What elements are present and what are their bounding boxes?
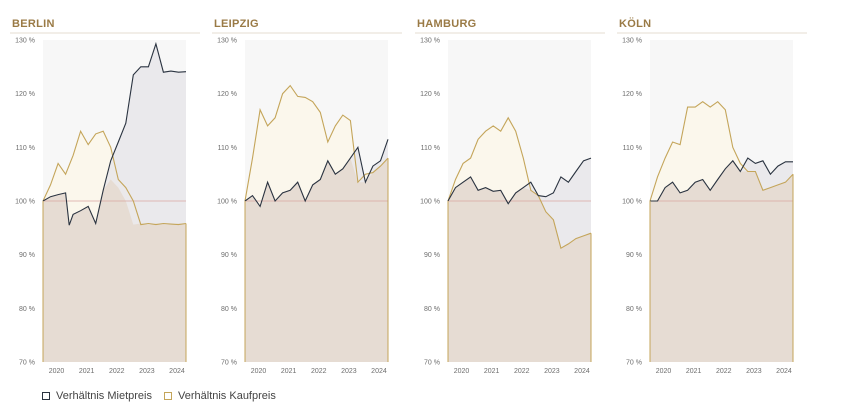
panel-title: HAMBURG xyxy=(417,18,477,30)
buy-line xyxy=(42,129,187,226)
rent-line xyxy=(244,139,389,208)
y-tick-label: 110 % xyxy=(218,145,237,152)
y-tick-label: 90 % xyxy=(424,252,440,259)
y-tick-label: 100 % xyxy=(15,199,35,206)
legend-swatch-buy xyxy=(164,392,172,400)
y-tick-label: 120 % xyxy=(217,91,237,98)
y-tick-label: 110 % xyxy=(421,145,440,152)
overlap-area xyxy=(448,176,591,362)
x-tick-label: 2022 xyxy=(109,368,125,375)
overlap-area xyxy=(650,160,793,362)
x-tick-label: 2020 xyxy=(454,368,470,375)
legend: Verhältnis Mietpreis Verhältnis Kaufprei… xyxy=(42,390,276,402)
legend-label-rent: Verhältnis Mietpreis xyxy=(56,390,152,402)
x-tick-label: 2022 xyxy=(514,368,530,375)
rent-line xyxy=(650,157,793,202)
y-tick-label: 130 % xyxy=(420,38,440,45)
panel-title: BERLIN xyxy=(12,18,55,30)
y-tick-label: 110 % xyxy=(16,145,35,152)
rent-line xyxy=(42,41,187,226)
y-tick-label: 90 % xyxy=(19,252,35,259)
legend-swatch-rent xyxy=(42,392,50,400)
y-tick-label: 70 % xyxy=(424,360,440,367)
y-tick-label: 110 % xyxy=(623,145,642,152)
y-tick-label: 130 % xyxy=(217,38,237,45)
x-tick-label: 2020 xyxy=(49,368,65,375)
rent-line xyxy=(447,157,592,205)
x-tick-label: 2023 xyxy=(746,368,762,375)
x-tick-label: 2024 xyxy=(574,368,590,375)
buy-line xyxy=(649,100,794,202)
panel-leipzig: LEIPZIG 130 % 120 % 110 % 100 % 90 % 80 % 70 % 2… xyxy=(212,18,402,375)
x-tick-label: 2021 xyxy=(686,368,702,375)
x-tick-label: 2021 xyxy=(281,368,297,375)
y-tick-label: 80 % xyxy=(221,306,237,313)
y-tick-label: 70 % xyxy=(221,360,237,367)
y-tick-label: 90 % xyxy=(221,252,237,259)
legend-label-buy: Verhältnis Kaufpreis xyxy=(178,390,276,402)
buy-line xyxy=(447,116,592,250)
panel-koeln: KÖLN 130 % 120 % 110 % 100 % 90 % 80 % 70 % 2020… xyxy=(617,17,807,375)
x-tick-label: 2020 xyxy=(251,368,267,375)
x-tick-label: 2024 xyxy=(169,368,185,375)
legend-item-rent: Verhältnis Mietpreis xyxy=(42,390,152,402)
y-tick-label: 100 % xyxy=(217,199,237,206)
x-tick-label: 2022 xyxy=(311,368,327,375)
x-tick-label: 2021 xyxy=(484,368,500,375)
y-tick-label: 130 % xyxy=(622,38,642,45)
panel-berlin: BERLIN 130 % 120 % 110 % 100 % 90 % 80 % 70 % 20… xyxy=(10,18,200,375)
x-tick-label: 2024 xyxy=(776,368,792,375)
x-tick-label: 2023 xyxy=(341,368,357,375)
y-tick-label: 120 % xyxy=(420,91,440,98)
y-tick-label: 120 % xyxy=(15,91,35,98)
panel-title: LEIPZIG xyxy=(214,18,259,30)
y-tick-label: 80 % xyxy=(19,306,35,313)
y-tick-label: 70 % xyxy=(626,360,642,367)
x-tick-label: 2022 xyxy=(716,368,732,375)
y-tick-label: 80 % xyxy=(626,306,642,313)
x-tick-label: 2024 xyxy=(371,368,387,375)
y-tick-label: 90 % xyxy=(626,252,642,259)
overlap-area xyxy=(245,158,388,362)
legend-item-buy: Verhältnis Kaufpreis xyxy=(164,390,276,402)
y-tick-label: 70 % xyxy=(19,360,35,367)
panel-hamburg: HAMBURG 130 % 120 % 110 % 100 % 90 % 80 % 70 % 2… xyxy=(415,18,605,375)
x-tick-label: 2023 xyxy=(544,368,560,375)
x-tick-label: 2021 xyxy=(79,368,95,375)
overlap-area xyxy=(43,179,186,362)
y-tick-label: 120 % xyxy=(622,91,642,98)
y-tick-label: 100 % xyxy=(622,199,642,206)
y-tick-label: 80 % xyxy=(424,306,440,313)
y-tick-label: 100 % xyxy=(420,199,440,206)
x-tick-label: 2023 xyxy=(139,368,155,375)
x-tick-label: 2020 xyxy=(656,368,672,375)
charts-area: BERLIN 130 % 120 % 110 % 100 % 90 % 80 % 70 % 20… xyxy=(10,17,807,375)
y-tick-label: 130 % xyxy=(15,38,35,45)
panel-title: KÖLN xyxy=(619,17,651,30)
